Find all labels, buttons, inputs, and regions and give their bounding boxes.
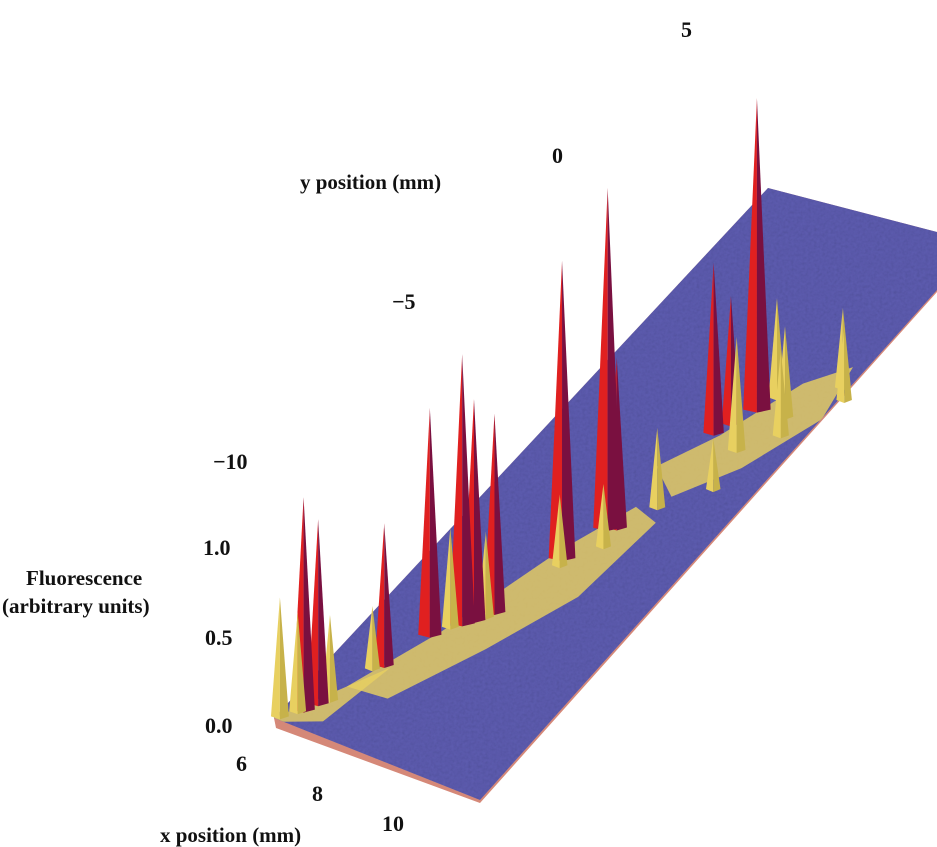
x-tick-label: 8 — [312, 781, 323, 806]
surface-peak — [743, 97, 771, 413]
surface-peak — [705, 438, 721, 493]
surface-peak — [772, 350, 789, 439]
surface-peak — [289, 612, 307, 715]
y-axis-label: y position (mm) — [300, 170, 441, 194]
surface-peak — [441, 527, 459, 630]
surface-peak — [727, 336, 746, 454]
y-tick-label: −5 — [392, 289, 416, 314]
surface-peak — [703, 262, 724, 436]
z-tick-label: 0.5 — [205, 625, 233, 650]
y-tick-label: −10 — [213, 449, 248, 474]
surface-peak — [593, 187, 623, 531]
z-axis-label-line2: (arbitrary units) — [2, 594, 150, 618]
surface-peak — [548, 260, 576, 562]
surface-peak — [418, 408, 442, 638]
z-axis-label-line1: Fluorescence — [26, 566, 142, 590]
surface-peak — [649, 427, 666, 511]
surface-peak — [374, 523, 394, 668]
surface-peak — [551, 494, 568, 569]
surface-peak — [364, 606, 380, 672]
fluorescent-region — [656, 367, 854, 497]
surface-peak — [595, 484, 611, 550]
surface-peak — [836, 329, 852, 403]
peak-layer — [270, 97, 852, 720]
x-axis-label: x position (mm) — [160, 823, 301, 847]
y-tick-label: 0 — [552, 143, 563, 168]
y-tick-label: 5 — [681, 17, 692, 42]
z-tick-label: 0.0 — [205, 713, 233, 738]
x-tick-label: 10 — [382, 811, 404, 836]
surface-peak — [270, 597, 289, 720]
x-tick-label: 6 — [236, 751, 247, 776]
z-tick-label: 1.0 — [203, 535, 231, 560]
